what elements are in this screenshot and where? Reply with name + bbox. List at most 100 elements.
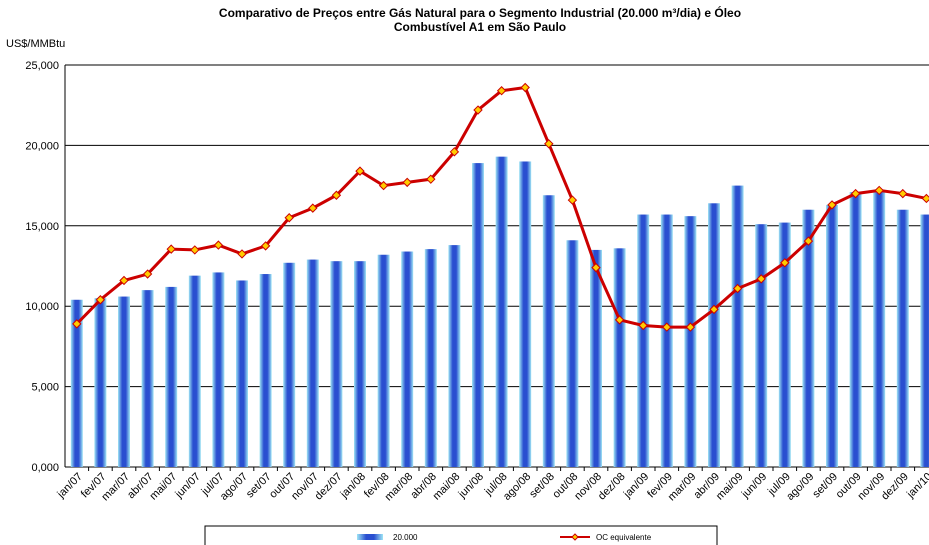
marker <box>921 193 929 204</box>
y-tick-label: 15,000 <box>25 221 59 233</box>
marker <box>591 262 601 273</box>
bar <box>613 248 626 467</box>
bar <box>377 254 390 467</box>
marker <box>780 258 790 268</box>
marker <box>119 275 129 286</box>
marker <box>756 274 766 284</box>
bar <box>472 163 484 467</box>
x-tick-label: dez/09 <box>879 471 911 503</box>
marker <box>827 200 837 210</box>
marker <box>803 236 814 246</box>
marker <box>260 241 271 251</box>
marker <box>355 166 365 176</box>
x-tick-label: mai/07 <box>147 471 179 503</box>
legend-swatch <box>571 533 579 541</box>
marker <box>638 320 648 331</box>
y-tick-label: 5,000 <box>31 382 59 394</box>
marker <box>378 180 389 191</box>
marker <box>308 203 318 213</box>
bar <box>354 261 366 467</box>
marker <box>213 240 224 250</box>
legend-swatch <box>357 534 383 540</box>
y-tick-label: 20,000 <box>25 140 59 152</box>
marker <box>449 147 460 157</box>
marker <box>732 283 743 294</box>
bar <box>660 214 673 467</box>
bar <box>401 251 414 467</box>
legend-label: OC equivalente <box>596 533 652 542</box>
chart-title: Comparativo de Preços entre Gás Natural … <box>219 5 741 20</box>
x-tick-label: set/09 <box>810 471 840 501</box>
x-tick-label: jan/09 <box>621 471 651 501</box>
bar <box>165 286 178 467</box>
y-tick-label: 0,000 <box>31 462 59 474</box>
bar <box>259 274 272 467</box>
bar <box>236 280 248 467</box>
bar <box>708 203 720 467</box>
bar <box>802 209 815 467</box>
bar <box>94 298 107 467</box>
y-tick-label: 25,000 <box>25 60 59 72</box>
legend-label: 20.000 <box>393 533 418 542</box>
bar <box>920 214 929 467</box>
x-tick-label: mai/09 <box>714 471 746 503</box>
bar <box>283 262 296 467</box>
bar <box>849 192 862 468</box>
marker <box>685 322 696 332</box>
bar <box>731 185 744 467</box>
bar <box>448 245 461 467</box>
marker <box>331 190 342 200</box>
marker <box>72 319 82 329</box>
bar <box>590 249 602 467</box>
x-tick-label: set/08 <box>527 471 557 501</box>
legend <box>204 525 718 545</box>
y-tick-label: 10,000 <box>25 301 59 313</box>
marker <box>709 304 719 315</box>
marker <box>237 249 247 259</box>
bar <box>70 299 83 467</box>
y-axis-label: US$/MMBtu <box>6 38 65 50</box>
bar <box>637 214 650 467</box>
bar <box>755 224 768 467</box>
bar <box>306 259 319 467</box>
x-tick-label: jan/10 <box>904 471 929 501</box>
x-tick-label: set/07 <box>244 471 274 501</box>
x-tick-label: jun/08 <box>456 471 486 501</box>
bar <box>566 240 579 467</box>
marker <box>166 244 176 254</box>
bar <box>873 192 886 468</box>
marker <box>544 139 554 149</box>
marker <box>496 86 507 96</box>
marker <box>473 105 483 115</box>
marker <box>142 269 153 279</box>
x-tick-label: mai/08 <box>431 471 463 503</box>
bar <box>212 272 225 467</box>
marker <box>662 322 672 332</box>
bar <box>188 275 201 467</box>
marker <box>874 185 884 196</box>
bar <box>778 222 791 467</box>
marker <box>190 245 200 255</box>
bar <box>141 290 154 467</box>
marker <box>284 213 294 223</box>
bar <box>826 204 838 467</box>
bar <box>684 216 697 467</box>
marker <box>95 295 106 305</box>
chart-title: Combustível A1 em São Paulo <box>394 20 566 34</box>
bar <box>495 156 508 467</box>
x-tick-label: jun/07 <box>173 471 203 501</box>
x-tick-label: jan/07 <box>55 471 85 501</box>
bar <box>542 195 555 468</box>
bar <box>330 261 343 467</box>
bar <box>118 296 130 467</box>
marker <box>520 82 530 93</box>
marker <box>898 188 908 199</box>
x-tick-label: dez/08 <box>596 471 628 503</box>
marker <box>426 174 436 184</box>
bar <box>896 209 909 467</box>
x-tick-label: dez/07 <box>313 471 345 503</box>
bar <box>519 161 532 468</box>
bar <box>424 249 437 467</box>
marker <box>567 195 578 205</box>
